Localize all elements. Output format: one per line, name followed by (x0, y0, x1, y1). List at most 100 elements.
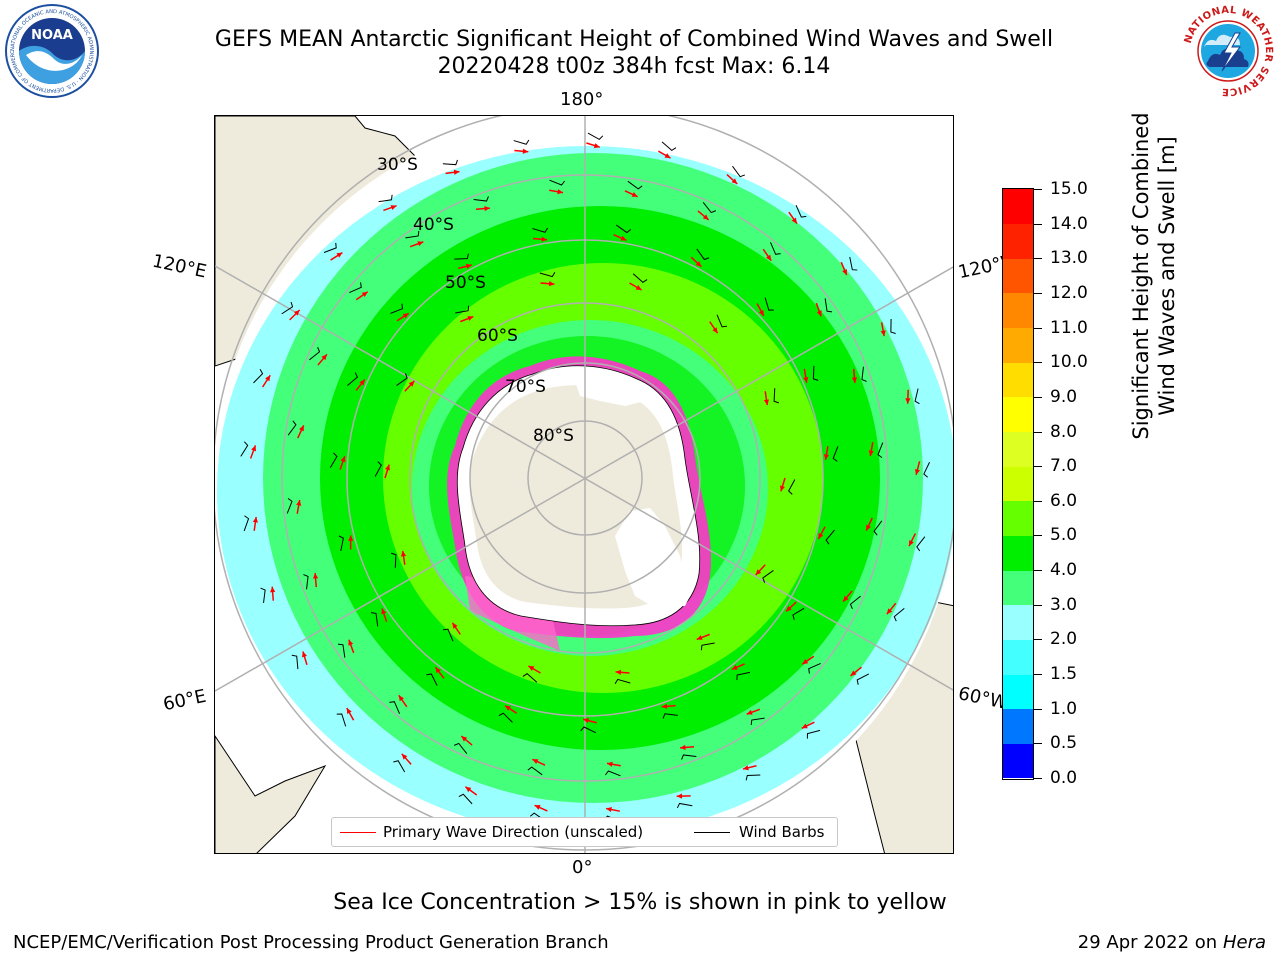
wind-barb (849, 595, 861, 610)
wave-direction-arrowhead (401, 753, 408, 760)
wave-direction-arrowhead (842, 269, 847, 276)
wave-direction-arrowhead (312, 573, 319, 579)
lat-label-60s: 60°S (477, 326, 518, 346)
wind-barb (856, 673, 870, 685)
colorbar-segment (1003, 500, 1033, 536)
vector-overlay (240, 132, 930, 822)
wind-barb (522, 673, 538, 683)
colorbar-segment (1003, 431, 1033, 467)
wave-direction-arrowhead (886, 608, 893, 615)
wave-direction-arrowhead (843, 595, 849, 602)
wind-barb (260, 587, 266, 603)
wave-direction-arrowhead (742, 765, 749, 771)
colorbar-tick-label: 5.0 (1050, 525, 1078, 546)
wave-direction-arrowhead (765, 254, 772, 261)
wave-direction-arrowhead (851, 377, 858, 383)
footer-date: 29 Apr 2022 on Hera (1078, 932, 1266, 953)
colorbar-tick-label: 14.0 (1050, 213, 1088, 234)
wind-barb (240, 441, 249, 457)
wave-direction-arrowhead (606, 761, 613, 767)
wave-direction-arrowhead (346, 708, 352, 715)
wave-direction-arrowhead (400, 550, 407, 557)
graticule (215, 116, 953, 853)
wind-barb (716, 314, 728, 328)
colorbar-segment (1003, 535, 1033, 571)
footer-credit: NCEP/EMC/Verification Post Processing Pr… (13, 932, 609, 953)
wind-barb (632, 273, 648, 283)
wind-barb (812, 365, 819, 381)
wave-direction-arrowhead (398, 695, 405, 702)
nws-logo: NATIONAL WEATHER SERVICE (1182, 5, 1274, 97)
wave-direction-arrowhead (818, 532, 824, 539)
wave-direction-arrowhead (296, 499, 302, 506)
wave-direction-arrowhead (758, 309, 764, 316)
wave-direction-arrowhead (583, 718, 590, 724)
meridian-60e-120w (215, 266, 953, 692)
colorbar-tick-label: 0.0 (1050, 768, 1078, 788)
wind-barb (681, 754, 697, 760)
wind-barb (764, 297, 774, 311)
wave-direction-arrowhead (270, 586, 276, 593)
wave-direction-arrowhead (676, 793, 683, 799)
colorbar-tick (1034, 362, 1042, 364)
wave-direction-arrowhead (803, 376, 809, 383)
wind-barb (303, 574, 309, 590)
wave-direction-arrowhead (620, 235, 627, 241)
wave-direction-arrowhead (359, 379, 365, 386)
wind-barb (700, 642, 715, 651)
lon-label-60e: 60°E (161, 685, 208, 716)
colorbar-tick-label: 0.5 (1050, 733, 1078, 754)
wave-direction-arrowhead (465, 786, 472, 793)
wave-direction-arrowhead (452, 622, 458, 629)
wind-barbs-legend-line (694, 832, 730, 833)
wind-barbs-legend-label: Wind Barbs (739, 823, 825, 841)
wave-direction-arrowhead (348, 535, 354, 541)
colorbar-tick-label: 7.0 (1050, 456, 1078, 477)
wind-barb (788, 479, 796, 495)
polar-stereographic-map: 30°S 40°S 50°S 60°S 70°S 80°S (215, 116, 953, 853)
wind-barb (513, 139, 530, 145)
wave-direction-arrowhead (905, 398, 911, 404)
colorbar-segment (1003, 674, 1033, 710)
colorbar-segment (1003, 189, 1033, 225)
colorbar-tick-label: 11.0 (1050, 317, 1088, 338)
colorbar-title: Significant Height of Combined Wind Wave… (1128, 66, 1180, 486)
colorbar-segment (1003, 327, 1033, 363)
wave-direction-arrowhead (435, 667, 441, 674)
chart-subtitle: 20220428 t00z 384h fcst Max: 6.14 (437, 54, 831, 79)
wave-direction-arrowhead (251, 445, 257, 452)
wave-direction-arrowhead (408, 380, 415, 387)
wind-barb (676, 802, 693, 809)
colorbar-tick-label: 8.0 (1050, 421, 1078, 442)
wave-direction-arrowhead (361, 291, 368, 298)
wave-direction-arrowhead (381, 608, 387, 615)
wind-barb (549, 179, 566, 186)
wind-barb (426, 673, 438, 686)
wind-barb (849, 256, 858, 271)
wave-direction-arrowhead (731, 178, 738, 184)
wave-direction-arrowhead (606, 806, 612, 813)
wave-direction-arrowhead (779, 485, 785, 492)
wind-barb (861, 366, 867, 382)
colorbar-segment (1003, 396, 1033, 433)
wave-direction-arrowhead (461, 736, 468, 742)
wave-direction-arrowhead (763, 399, 770, 406)
wind-barb (627, 180, 643, 190)
wind-barb (736, 671, 751, 681)
wave-direction-arrowhead (696, 635, 703, 640)
colorbar-tick (1034, 778, 1042, 779)
colorbar-tick (1034, 674, 1042, 676)
colorbar-tick-label: 15.0 (1050, 179, 1088, 199)
colorbar-segment (1003, 258, 1033, 294)
wave-direction-arrowhead (385, 464, 391, 471)
wave-direction-arrowhead (635, 285, 642, 291)
wave-direction-arrowhead (823, 454, 830, 460)
wind-barb (396, 373, 408, 386)
noaa-logo-text: NOAA (31, 28, 73, 43)
antarctica (447, 356, 712, 651)
wind-barb (914, 388, 920, 405)
wind-barb (750, 717, 765, 726)
wind-barb (795, 205, 807, 218)
wind-barb (390, 303, 403, 314)
wave-direction-arrowhead (465, 263, 472, 269)
